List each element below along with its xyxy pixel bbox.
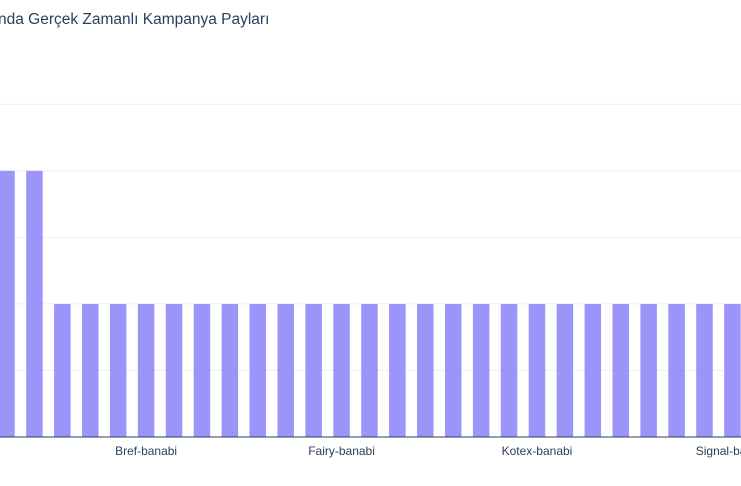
x-tick-label: Kotex-banabi xyxy=(502,444,573,458)
x-tick-label: Bref-banabi xyxy=(115,444,177,458)
x-tick-labels: Bref-banabi Fairy-banabi Kotex-banabi Signa… xyxy=(115,444,741,458)
x-tick-label: Fairy-banabi xyxy=(308,444,375,458)
bar[interactable] xyxy=(640,303,657,437)
bar[interactable] xyxy=(137,303,155,437)
bar[interactable] xyxy=(193,303,211,437)
bar[interactable] xyxy=(26,170,43,437)
bar[interactable] xyxy=(556,303,574,437)
bar[interactable] xyxy=(249,303,267,437)
bar[interactable] xyxy=(54,303,71,437)
chart-title: nda Gerçek Zamanlı Kampanya Payları xyxy=(0,11,270,28)
bar[interactable] xyxy=(668,303,685,437)
bar[interactable] xyxy=(0,170,15,437)
bar[interactable] xyxy=(165,303,183,437)
bar[interactable] xyxy=(472,303,490,437)
bar[interactable] xyxy=(109,303,127,437)
bar[interactable] xyxy=(277,303,294,437)
bar[interactable] xyxy=(82,303,99,437)
bars xyxy=(0,170,741,437)
bar[interactable] xyxy=(584,303,602,437)
bar[interactable] xyxy=(305,303,322,437)
bar[interactable] xyxy=(333,303,350,437)
bar[interactable] xyxy=(500,303,518,437)
bar[interactable] xyxy=(417,303,434,437)
x-tick-label: Signal-banabi xyxy=(696,444,741,458)
bar[interactable] xyxy=(444,303,462,437)
bar[interactable] xyxy=(361,303,378,437)
bar[interactable] xyxy=(612,303,629,437)
bar[interactable] xyxy=(528,303,546,437)
bar[interactable] xyxy=(389,303,406,437)
bar[interactable] xyxy=(724,303,741,437)
bar[interactable] xyxy=(696,303,713,437)
bar[interactable] xyxy=(221,303,239,437)
